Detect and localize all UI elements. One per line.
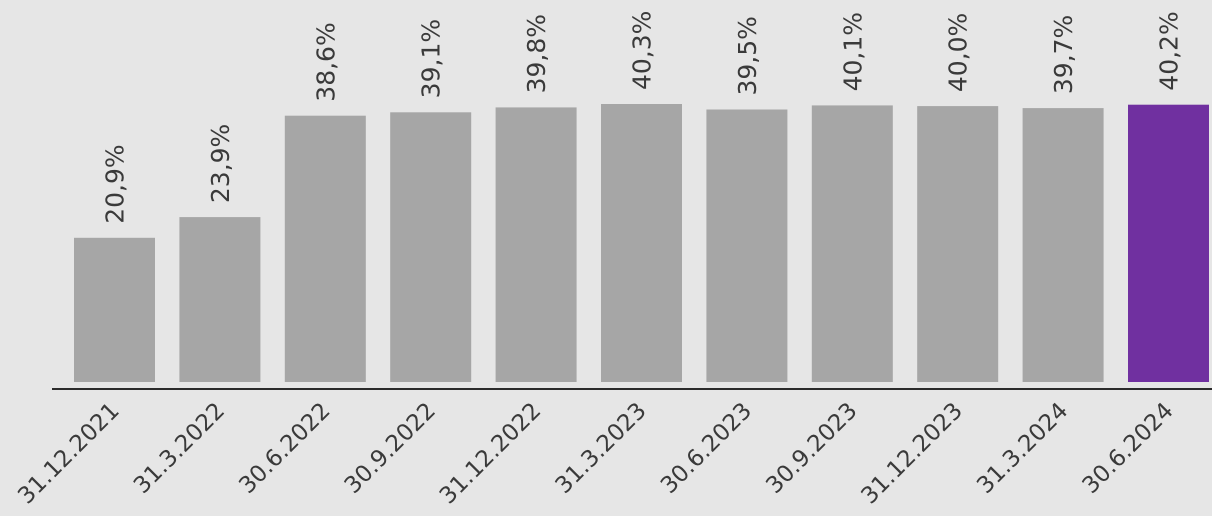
category-label: 31.3.2023 (551, 398, 652, 499)
bar-31.3.2022 (179, 217, 261, 382)
category-label: 30.6.2022 (234, 398, 335, 499)
bar-30.6.2024 (1128, 104, 1209, 382)
value-label: 39,1% (417, 19, 446, 98)
value-label: 20,9% (101, 144, 130, 223)
category-label: 31.12.2023 (856, 398, 968, 510)
value-label: 40,3% (628, 11, 657, 90)
value-label: 40,1% (838, 12, 867, 91)
bar-30.9.2022 (390, 112, 472, 383)
bar-31.12.2021 (74, 237, 155, 382)
value-labels-group: 20,9% 23,9% 38,6% 39,1% 39,8% 40,3% 39,5% 40,1%… (101, 11, 1184, 224)
category-label: 30.9.2023 (761, 398, 862, 499)
bar-31.12.2022 (495, 107, 577, 383)
value-label: 39,8% (522, 14, 551, 93)
category-label: 31.12.2021 (13, 398, 125, 510)
value-label: 23,9% (206, 124, 235, 203)
bars-group (74, 104, 1209, 383)
category-label: 31.3.2024 (972, 398, 1073, 499)
bar-31.3.2024 (1022, 108, 1104, 382)
bar-30.6.2023 (706, 109, 788, 382)
value-label: 39,7% (1049, 15, 1078, 94)
category-label: 30.6.2023 (656, 398, 757, 499)
bar-31.12.2023 (917, 106, 999, 382)
bar-30.6.2022 (284, 115, 366, 382)
value-label: 38,6% (311, 22, 340, 101)
category-label: 31.3.2022 (129, 398, 230, 499)
category-label: 30.9.2022 (340, 398, 441, 499)
category-label: 31.12.2022 (435, 398, 547, 510)
value-label: 40,2% (1155, 11, 1184, 90)
category-label: 30.6.2024 (1078, 398, 1179, 499)
bar-31.3.2023 (601, 104, 682, 382)
value-label: 40,0% (944, 13, 973, 92)
bar-30.9.2023 (811, 105, 893, 383)
category-labels-group: 31.12.2021 31.3.2022 30.6.2022 30.9.202231.… (13, 398, 1179, 510)
value-label: 39,5% (733, 16, 762, 95)
